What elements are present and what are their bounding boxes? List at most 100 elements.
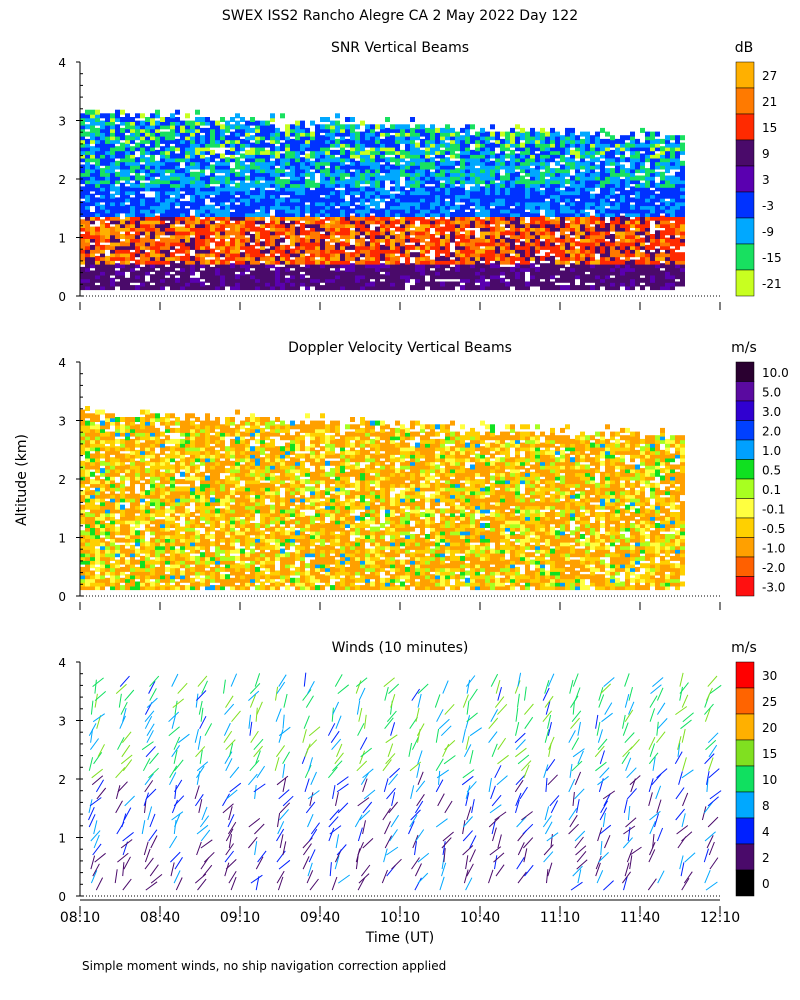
data-cell [225,263,230,269]
data-cell [670,186,675,192]
data-cell [400,153,405,159]
data-cell [380,186,385,192]
data-cell [680,204,685,210]
data-cell [385,234,390,239]
data-cell [600,153,605,159]
data-cell [645,193,650,199]
data-cell [595,219,600,225]
data-cell [80,475,85,481]
data-cell [85,581,90,587]
data-cell [505,241,510,247]
data-cell [195,241,200,247]
data-cell [120,277,125,283]
data-cell [245,263,250,269]
data-cell [275,131,280,137]
data-cell [505,135,510,141]
data-cell [650,171,655,177]
data-cell [330,186,335,192]
data-cell [480,157,485,163]
data-cell [195,255,200,261]
data-cell [450,197,455,203]
data-cell [150,266,155,272]
data-cell [140,142,145,148]
data-cell [155,277,160,283]
data-cell [680,255,685,261]
data-cell [290,153,295,159]
data-cell [315,219,320,225]
data-cell [275,274,280,280]
data-cell [485,190,490,196]
data-cell [205,127,210,133]
data-cell [285,204,290,210]
data-cell [520,274,525,280]
data-cell [395,277,400,283]
data-cell [625,241,630,247]
data-cell [230,186,235,192]
data-cell [470,263,475,269]
data-cell [270,146,275,152]
data-cell [85,219,90,225]
data-cell [450,168,455,174]
data-cell [200,120,205,126]
data-cell [220,223,225,228]
data-cell [445,241,450,247]
data-cell [245,193,250,199]
data-cell [350,234,355,239]
data-cell [575,219,580,225]
data-cell [445,164,450,170]
data-cell [130,182,135,188]
data-cell [545,168,550,174]
data-cell [485,182,490,188]
data-cell [535,270,540,276]
data-cell [375,215,380,221]
data-cell [485,146,490,152]
data-cell [580,131,585,137]
data-cell [465,124,470,130]
data-cell [255,263,260,269]
data-cell [270,142,275,148]
data-cell [275,223,280,228]
data-cell [465,230,470,236]
data-cell [95,541,100,547]
data-cell [355,274,360,280]
data-cell [510,219,515,225]
data-cell [455,179,460,185]
data-cell [500,190,505,196]
data-cell [80,149,85,155]
data-cell [95,248,100,254]
data-cell [300,255,305,261]
data-cell [555,146,560,152]
data-cell [110,244,115,250]
data-cell [365,255,370,261]
data-cell [115,160,120,166]
data-cell [140,164,145,170]
data-cell [675,193,680,199]
data-cell [290,127,295,133]
data-cell [110,182,115,188]
data-cell [250,127,255,133]
data-cell [545,270,550,276]
data-cell [485,237,490,243]
data-cell [595,146,600,152]
data-cell [305,270,310,276]
data-cell [415,208,420,214]
data-cell [565,285,570,291]
data-cell [140,168,145,174]
data-cell [375,131,380,137]
data-cell [200,212,205,217]
data-cell [665,226,670,232]
data-cell [180,274,185,280]
data-cell [415,252,420,258]
data-cell [390,124,395,130]
data-cell [445,255,450,261]
data-cell [585,190,590,196]
data-cell [80,244,85,250]
data-cell [285,190,290,196]
data-cell [145,212,150,217]
data-cell [125,142,130,148]
data-cell [145,138,150,144]
data-cell [335,175,340,181]
data-cell [465,193,470,199]
data-cell [425,223,430,228]
data-cell [470,270,475,276]
